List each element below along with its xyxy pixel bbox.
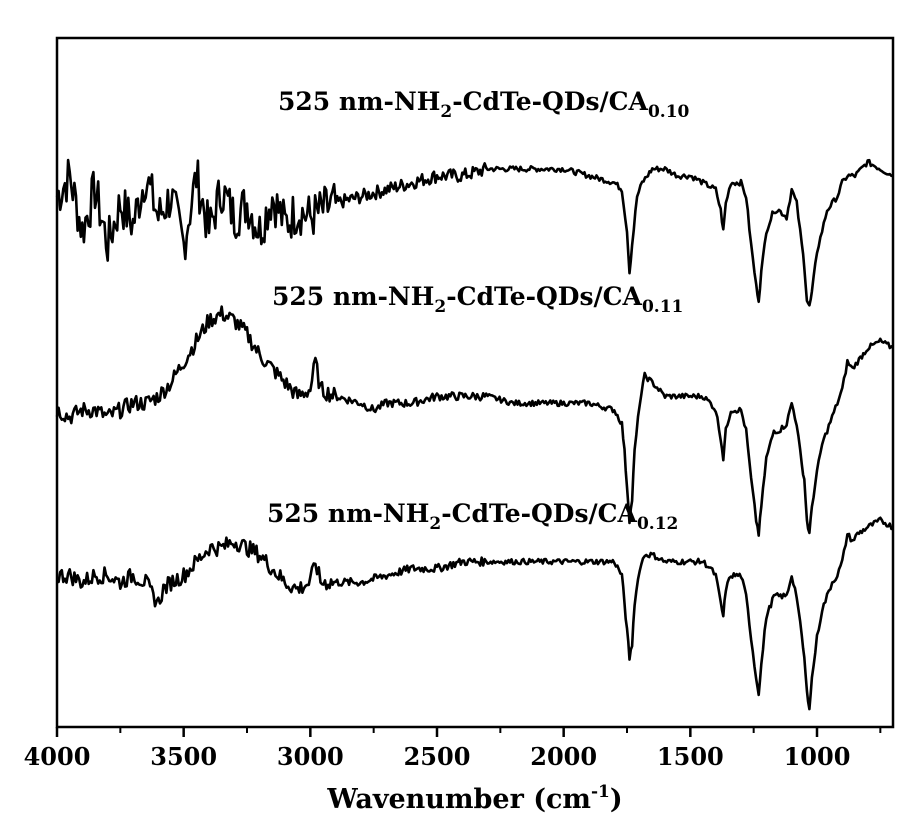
series-label-0.10: 525 nm-NH2-CdTe-QDs/CA0.10 [278,87,690,122]
plot-frame [57,38,893,727]
x-tick-label-1500: 1500 [657,742,724,771]
series-label-0.11: 525 nm-NH2-CdTe-QDs/CA0.11 [272,282,683,317]
x-tick-label-2500: 2500 [404,742,471,771]
x-tick-label-4000: 4000 [24,742,91,771]
x-tick-label-3000: 3000 [277,742,344,771]
x-axis: 4000 3500 3000 2500 2000 1500 1000 [24,727,881,771]
series-group [57,160,893,709]
x-tick-label-2000: 2000 [530,742,597,771]
series-line-0.12 [57,518,893,709]
x-tick-label-1000: 1000 [784,742,851,771]
x-tick-label-3500: 3500 [150,742,217,771]
series-label-0.12: 525 nm-NH2-CdTe-QDs/CA0.12 [267,499,678,534]
x-axis-title: Wavenumber (cm-1) [326,782,622,815]
